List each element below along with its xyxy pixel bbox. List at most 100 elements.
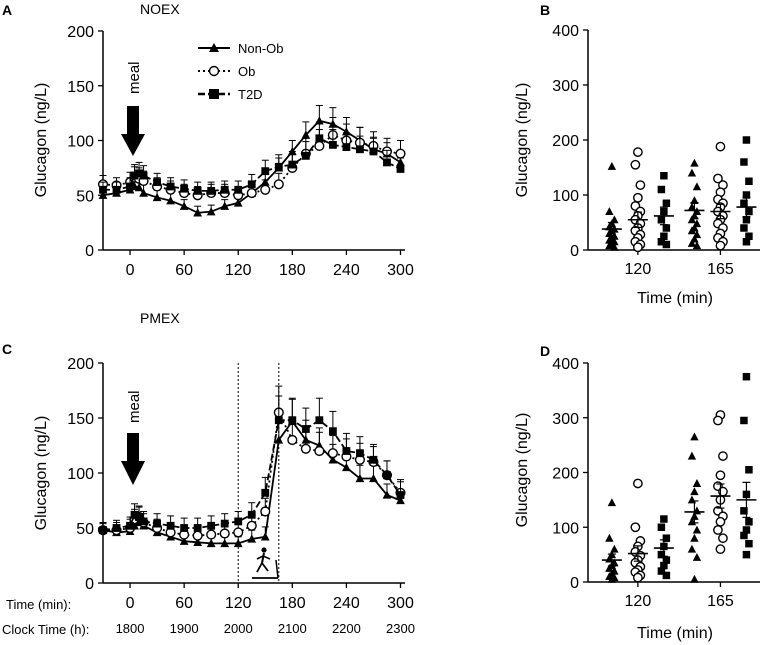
data-point [742,191,751,199]
data-point [742,238,751,246]
data-point [662,534,671,542]
data-point [745,177,753,185]
y-tick-label: 400 [552,23,579,40]
meal-arrow-shaft-a [127,106,139,136]
data-point [692,525,702,534]
data-point [247,180,256,189]
data-point [745,539,753,548]
data-point [713,173,723,184]
data-point [135,513,143,521]
data-point [396,165,405,173]
data-point [300,443,311,454]
data-point [314,116,324,125]
data-point [605,533,614,542]
data-point [690,196,699,205]
data-point [690,432,699,441]
data-point [247,510,256,519]
data-point [260,506,271,517]
data-point [690,158,699,167]
data-point [246,520,257,531]
data-point [342,143,351,151]
series-t2d [99,121,405,195]
clock-tick-label: 1900 [170,621,199,636]
y-tick-label: 0 [570,575,579,592]
data-point [135,169,143,178]
panel-b: 0 100 200 300 400 120 165 [552,23,760,278]
data-point [687,226,697,235]
data-point [288,416,297,425]
y-tick-label: 100 [67,466,94,483]
legend-marker-triangle [209,43,219,52]
data-point [740,224,748,232]
data-point [742,526,751,534]
legend-marker-circle [208,65,220,77]
data-point [687,168,697,177]
data-point [260,532,270,541]
data-point [657,567,666,575]
panel-b-ylabel: Glucagon (ng/L) [514,83,531,198]
x-tick-label: 120 [625,593,652,610]
series-ob-165 [710,410,731,555]
data-point [126,521,134,530]
data-point [657,185,666,194]
data-point [657,550,666,559]
y-tick-label: 0 [570,243,579,260]
x-tick-label: 180 [279,595,306,612]
y-tick-label: 200 [552,466,579,483]
x-tick-label: 120 [225,262,252,279]
legend-item-ob: Ob [198,64,255,79]
series-ob-120 [627,478,648,583]
data-point [152,192,162,202]
data-point [660,561,668,570]
x-tick-label: 165 [707,593,734,610]
series-ob-120 [627,147,648,253]
treadmill-icon [252,547,279,579]
title-noex: NOEX [140,1,180,17]
data-point [687,544,697,553]
legend: Non-Ob Ob T2D [198,41,284,102]
x-tick-label: 300 [387,262,414,279]
clock-tick-label: 2100 [278,621,307,636]
data-point [234,517,243,526]
legend-label-ob: Ob [238,64,255,79]
data-point [660,232,668,240]
data-point [718,451,728,461]
series-non-ob [98,104,405,217]
panel-a-ylabel: Glucagon (ng/L) [33,83,50,198]
data-point [605,563,614,572]
data-point [715,544,726,555]
data-point [692,241,702,250]
data-point [179,201,189,210]
data-point [740,531,748,540]
panel-d-ylabel: Glucagon (ng/L) [514,413,531,528]
data-point [220,185,229,194]
data-point [219,528,230,539]
data-point [742,216,751,224]
panel-label-b: B [540,2,550,18]
data-point [382,490,392,499]
data-point [134,182,144,192]
data-point [328,427,337,436]
data-point [192,530,203,541]
x-tick-label: 0 [126,595,135,612]
meal-annotation-a: meal [121,61,145,156]
data-point [220,538,230,548]
data-point [206,207,216,216]
y-tick-label: 0 [85,243,94,260]
x-tick-label: 60 [175,262,193,279]
data-point [233,538,243,548]
y-tick-label: 200 [552,133,579,150]
data-point [662,224,671,232]
panel-d-xlabel: Time (min) [637,625,713,642]
data-point [234,185,243,194]
series-non-ob-165 [684,158,705,250]
series-t2d-165 [736,136,757,246]
data-point [610,242,619,251]
panel-a: 0 50 100 150 200 0 60 120 180 240 300 [67,24,414,279]
y-tick-label: 100 [67,134,94,151]
series-t2d [99,395,405,535]
data-point [260,184,271,195]
data-point [301,130,311,139]
data-point [315,416,324,425]
